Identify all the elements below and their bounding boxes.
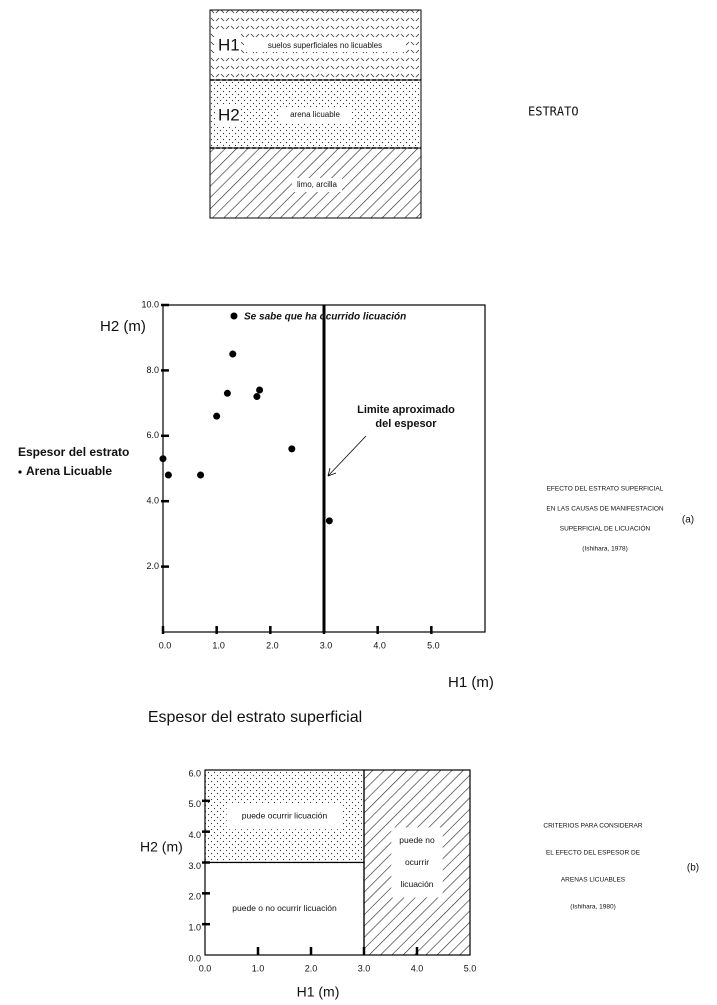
region-label: puede no bbox=[399, 835, 435, 845]
region-label: ocurrir bbox=[405, 857, 429, 867]
y-axis-label: H2 (m) bbox=[100, 318, 146, 335]
legend-marker bbox=[231, 313, 238, 320]
y-tick-label: 10.0 bbox=[141, 299, 159, 309]
x-tick-label: 2.0 bbox=[266, 640, 279, 650]
y-tick-label: 5.0 bbox=[188, 799, 201, 809]
annotation-arrow bbox=[328, 436, 366, 476]
region-label: puede ocurrir licuación bbox=[242, 811, 328, 821]
data-point bbox=[160, 455, 167, 462]
layer-code: H2 bbox=[218, 105, 240, 124]
figure: H1 suelos superficiales no licuables H2 … bbox=[0, 0, 717, 1005]
y-title-bullet bbox=[18, 470, 21, 473]
y-tick-label: 3.0 bbox=[188, 861, 201, 871]
x-axis-title: Espesor del estrato superficial bbox=[148, 709, 362, 726]
annotation: del espesor bbox=[375, 418, 437, 430]
y-tick-label: 0.0 bbox=[188, 953, 201, 963]
y-axis-label: H2 (m) bbox=[140, 839, 183, 855]
region-label: puede o no ocurrir licuación bbox=[232, 903, 337, 913]
data-point bbox=[229, 351, 236, 358]
y-tick-label: 8.0 bbox=[146, 365, 159, 375]
caption: ARENAS LICUABLES bbox=[561, 877, 626, 884]
panel-label: (b) bbox=[687, 863, 699, 874]
x-tick-label: 0.0 bbox=[159, 640, 172, 650]
x-tick-label: 2.0 bbox=[305, 963, 318, 973]
caption: EFECTO DEL ESTRATO SUPERFICIAL bbox=[547, 486, 664, 493]
layer-code: H1 bbox=[218, 35, 240, 54]
data-point bbox=[165, 472, 172, 479]
x-tick-label: 0.0 bbox=[199, 963, 212, 973]
diagram-title: ESTRATO bbox=[528, 105, 579, 119]
data-point bbox=[213, 413, 220, 420]
x-axis-label: H1 (m) bbox=[297, 984, 340, 1000]
layer-label: suelos superficiales no licuables bbox=[268, 41, 382, 50]
caption: (Ishihara, 1980) bbox=[570, 904, 616, 911]
caption: SUPERFICIAL DE LICUACIÓN bbox=[560, 524, 651, 533]
layer-label: limo, arcilla bbox=[297, 180, 338, 189]
y-axis-title: Espesor del estrato bbox=[18, 445, 129, 459]
data-point bbox=[288, 445, 295, 452]
data-point bbox=[224, 390, 231, 397]
strata-diagram: H1 suelos superficiales no licuables H2 … bbox=[210, 10, 579, 218]
data-point bbox=[326, 517, 333, 524]
y-tick-label: 6.0 bbox=[188, 768, 201, 778]
data-point bbox=[256, 387, 263, 394]
y-tick-label: 2.0 bbox=[146, 561, 159, 571]
panel-label: (a) bbox=[682, 515, 694, 526]
x-axis-label: H1 (m) bbox=[448, 674, 494, 691]
x-tick-label: 3.0 bbox=[358, 963, 371, 973]
x-tick-label: 5.0 bbox=[427, 640, 440, 650]
annotation: Limite aproximado bbox=[357, 404, 455, 416]
y-tick-label: 1.0 bbox=[188, 923, 201, 933]
caption: EL EFECTO DEL ESPESOR DE bbox=[546, 850, 641, 857]
layer-label: arena licuable bbox=[290, 110, 340, 119]
data-point bbox=[253, 393, 260, 400]
y-tick-label: 4.0 bbox=[188, 830, 201, 840]
data-point bbox=[197, 472, 204, 479]
x-tick-label: 3.0 bbox=[320, 640, 333, 650]
region-label: licuación bbox=[400, 879, 433, 889]
y-tick-label: 6.0 bbox=[146, 430, 159, 440]
y-tick-label: 2.0 bbox=[188, 892, 201, 902]
x-tick-label: 4.0 bbox=[373, 640, 386, 650]
x-tick-label: 1.0 bbox=[212, 640, 225, 650]
x-tick-label: 4.0 bbox=[411, 963, 424, 973]
x-tick-label: 5.0 bbox=[464, 963, 477, 973]
caption: EN LAS CAUSAS DE MANIFESTACION bbox=[546, 506, 664, 513]
y-tick-label: 4.0 bbox=[146, 496, 159, 506]
legend-label: Se sabe que ha ocurrido licuación bbox=[244, 312, 406, 323]
caption: CRITERIOS PARA CONSIDERAR bbox=[543, 823, 643, 830]
caption: (Ishihara, 1978) bbox=[582, 546, 628, 553]
y-axis-title: Arena Licuable bbox=[26, 464, 112, 478]
x-tick-label: 1.0 bbox=[252, 963, 265, 973]
